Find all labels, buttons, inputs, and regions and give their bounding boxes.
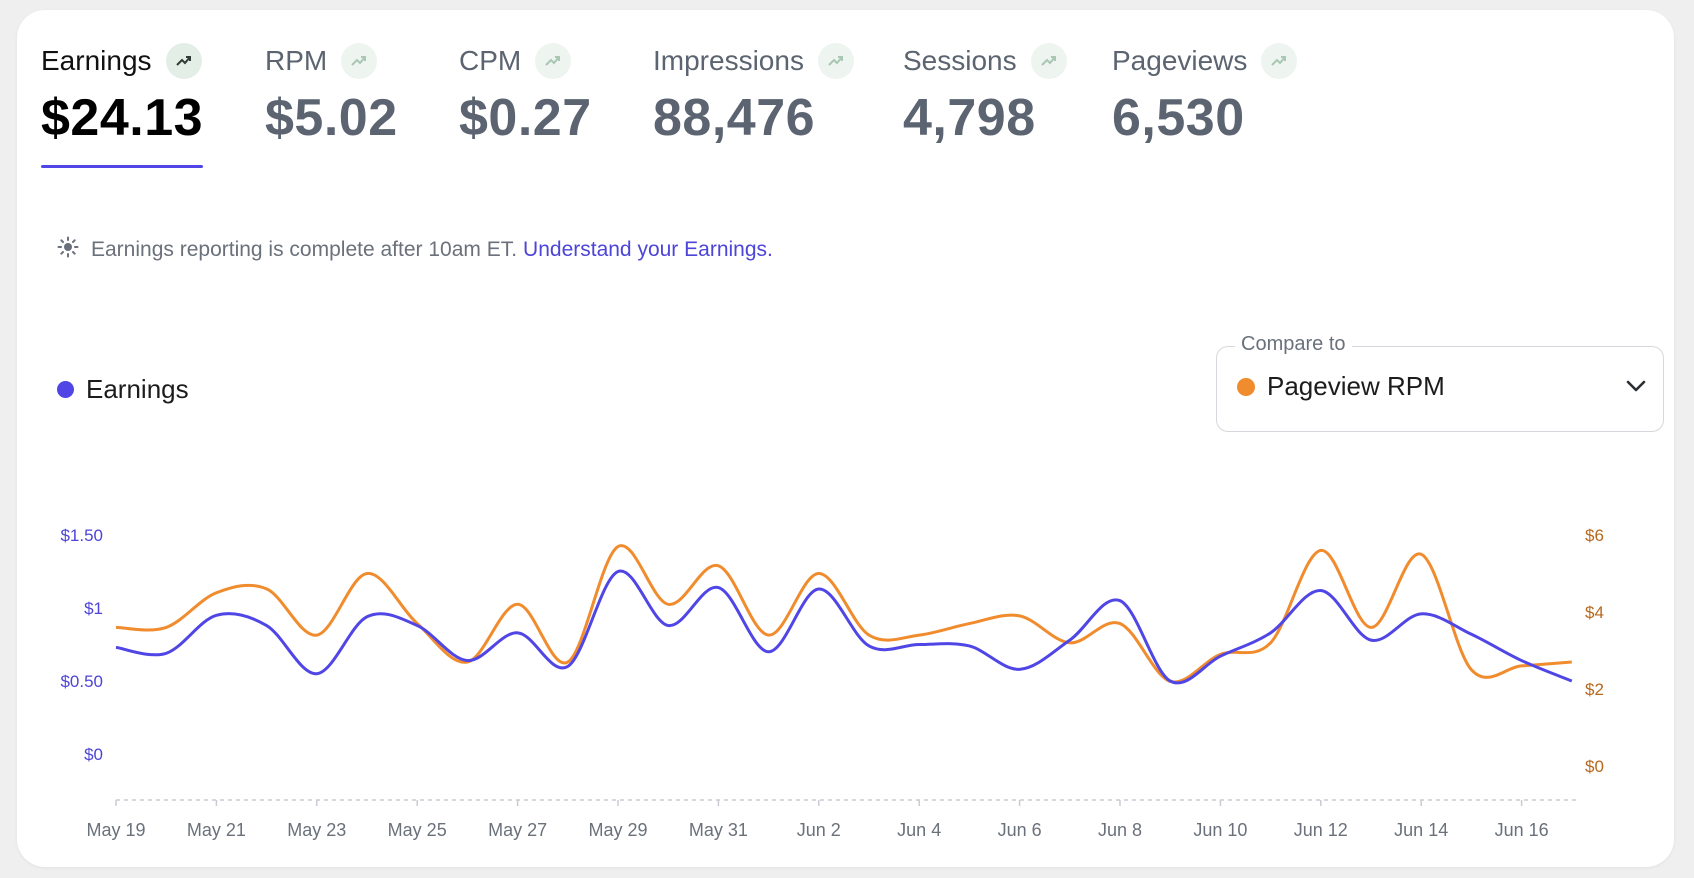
compare-to-caption: Compare to (1235, 333, 1352, 356)
trending-up-icon (1030, 43, 1067, 79)
x-tick-label: May 27 (488, 820, 547, 840)
right-axis-label: $0 (1585, 757, 1604, 776)
left-axis-label: $1.50 (60, 526, 103, 545)
right-axis-label: $2 (1585, 680, 1604, 699)
trending-up-icon (341, 43, 378, 79)
x-tick-label: Jun 4 (897, 820, 941, 840)
metric-tab-rpm[interactable]: RPM $5.02 (265, 36, 398, 148)
compare-selected-value: Pageview RPM (1267, 371, 1445, 401)
x-tick-label: Jun 6 (998, 820, 1042, 840)
left-axis-label: $0.50 (60, 672, 103, 691)
metric-value: $24.13 (41, 89, 204, 147)
x-tick-label: Jun 2 (797, 820, 841, 840)
metric-value: $5.02 (265, 89, 398, 147)
legend-label: Earnings (86, 374, 189, 404)
metric-label: Pageviews (1112, 45, 1248, 76)
series-line-pageview-rpm (115, 544, 1572, 684)
metric-value: 4,798 (903, 89, 1036, 147)
x-tick-label: May 31 (689, 820, 748, 840)
x-tick-label: May 19 (86, 820, 145, 840)
metric-tab-pageviews[interactable]: Pageviews 6,530 (1112, 36, 1298, 148)
right-axis-label: $4 (1585, 603, 1604, 622)
metric-label: Earnings (41, 45, 152, 76)
trending-up-icon (1261, 43, 1298, 79)
x-tick-label: May 21 (187, 820, 246, 840)
earnings-card: Earnings $24.13 RPM $5.02 CPM $0.27 Impr… (17, 10, 1674, 867)
metric-label: CPM (459, 45, 522, 76)
x-tick-label: May 25 (388, 820, 447, 840)
sun-icon (57, 236, 79, 264)
trending-up-icon (535, 43, 572, 79)
metric-value: $0.27 (459, 89, 592, 147)
metric-tab-sessions[interactable]: Sessions 4,798 (903, 36, 1067, 148)
x-tick-label: Jun 12 (1294, 820, 1348, 840)
earnings-chart: May 19 May 21 May 23 May 25 May 27 May 29 May … (60, 526, 1604, 840)
x-tick-label: May 23 (287, 820, 346, 840)
notice-text: Earnings reporting is complete after 10a… (91, 238, 518, 261)
chevron-down-icon (1625, 379, 1647, 398)
metric-value: 88,476 (653, 89, 816, 147)
left-axis-label: $0 (84, 745, 103, 764)
metric-tab-impressions[interactable]: Impressions 88,476 (653, 36, 854, 148)
chart-legend: Earnings (57, 374, 189, 405)
x-tick-label: May 29 (588, 820, 647, 840)
trending-up-icon (165, 43, 202, 79)
right-axis-label: $6 (1585, 526, 1604, 545)
reporting-notice: Earnings reporting is complete after 10a… (57, 236, 773, 264)
metric-label: Sessions (903, 45, 1017, 76)
left-axis-label: $1 (84, 599, 103, 618)
x-tick-label: Jun 10 (1193, 820, 1247, 840)
metric-tab-earnings[interactable]: Earnings $24.13 (41, 36, 204, 168)
x-tick-label: Jun 14 (1394, 820, 1448, 840)
metric-label: RPM (265, 45, 328, 76)
metric-label: Impressions (653, 45, 804, 76)
x-tick-label: Jun 16 (1495, 820, 1549, 840)
x-tick-label: Jun 8 (1098, 820, 1142, 840)
trending-up-icon (817, 43, 854, 79)
active-tab-indicator (41, 165, 204, 168)
series-line-earnings (115, 569, 1573, 685)
compare-to-select[interactable]: Compare to Pageview RPM (1216, 333, 1664, 432)
pageview-rpm-dot (1237, 377, 1255, 396)
metric-value: 6,530 (1112, 89, 1245, 147)
earnings-legend-dot (57, 381, 74, 398)
understand-earnings-link[interactable]: Understand your Earnings. (523, 238, 773, 261)
metric-tab-cpm[interactable]: CPM $0.27 (459, 36, 592, 148)
